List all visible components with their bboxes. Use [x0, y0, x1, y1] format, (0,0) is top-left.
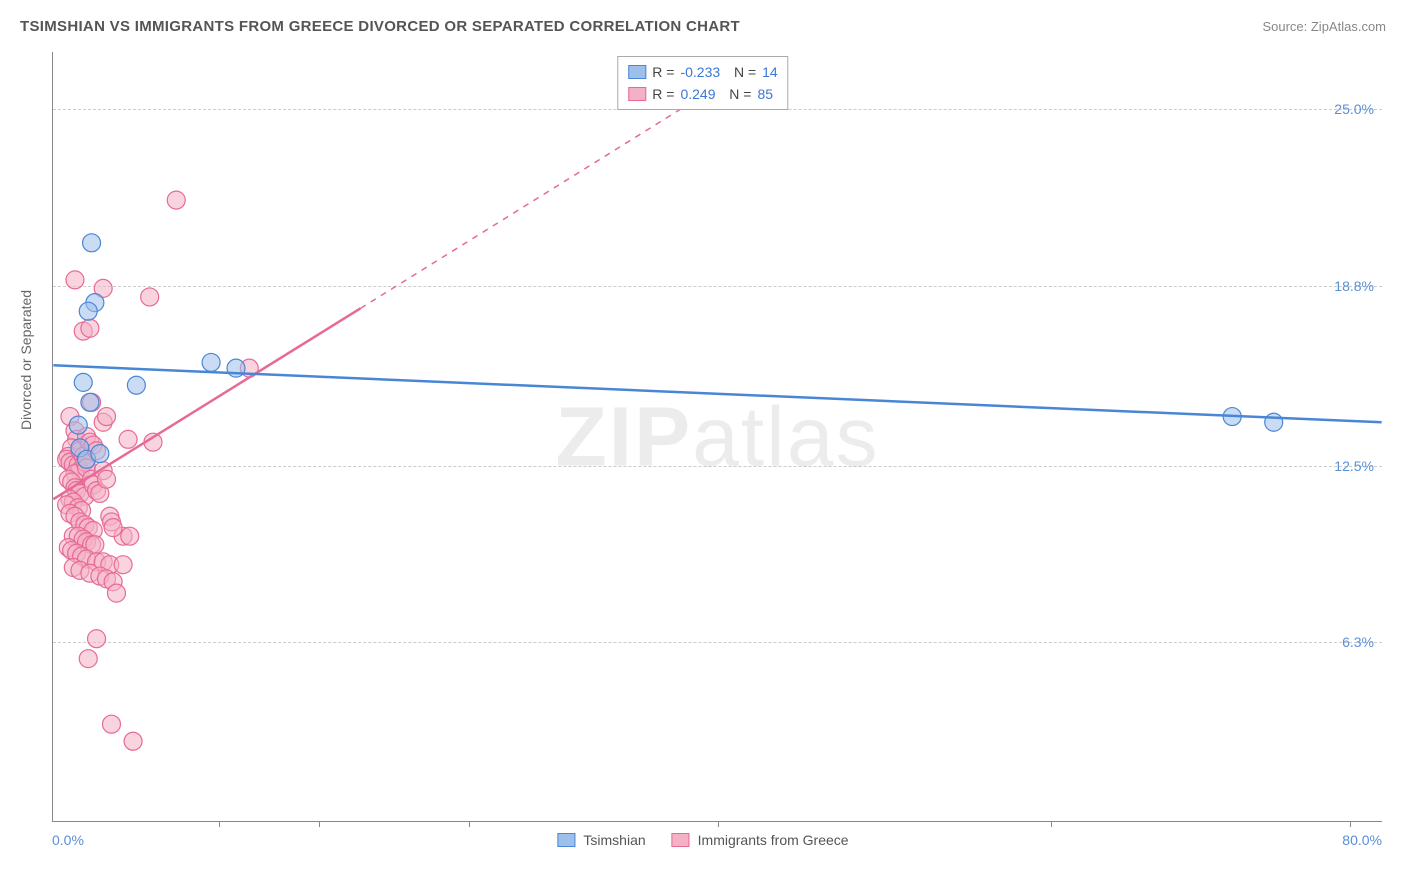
r-value-greece: 0.249	[680, 83, 715, 105]
y-tick-label: 6.3%	[1342, 634, 1374, 650]
legend-label-greece: Immigrants from Greece	[698, 832, 849, 848]
chart-plot-area: 6.3% 12.5% 18.8% 25.0% ZIPatlas	[52, 52, 1382, 822]
legend-correlation: R = -0.233 N = 14 R = 0.249 N = 85	[617, 56, 788, 110]
legend-swatch-greece	[672, 833, 690, 847]
r-value-tsimshian: -0.233	[680, 61, 720, 83]
gridline	[53, 466, 1382, 467]
x-tick	[718, 821, 719, 827]
legend-label-tsimshian: Tsimshian	[583, 832, 645, 848]
source-label: Source: ZipAtlas.com	[1262, 19, 1386, 34]
y-tick-label: 25.0%	[1334, 101, 1374, 117]
n-value-greece: 85	[757, 83, 773, 105]
x-axis-max-label: 80.0%	[1342, 832, 1382, 848]
n-value-tsimshian: 14	[762, 61, 778, 83]
y-tick-label: 12.5%	[1334, 458, 1374, 474]
x-tick	[1051, 821, 1052, 827]
x-tick	[469, 821, 470, 827]
gridline	[53, 286, 1382, 287]
chart-svg-layer	[53, 52, 1382, 821]
chart-title: TSIMSHIAN VS IMMIGRANTS FROM GREECE DIVO…	[20, 18, 740, 35]
gridline	[53, 642, 1382, 643]
legend-series: Tsimshian Immigrants from Greece	[557, 832, 848, 848]
y-axis-label: Divorced or Separated	[18, 290, 34, 430]
swatch-tsimshian	[628, 65, 646, 79]
x-tick	[1350, 821, 1351, 827]
x-axis-origin-label: 0.0%	[52, 832, 84, 848]
legend-swatch-tsimshian	[557, 833, 575, 847]
x-tick	[219, 821, 220, 827]
x-tick	[319, 821, 320, 827]
y-tick-label: 18.8%	[1334, 278, 1374, 294]
swatch-greece	[628, 87, 646, 101]
watermark: ZIPatlas	[555, 388, 879, 485]
